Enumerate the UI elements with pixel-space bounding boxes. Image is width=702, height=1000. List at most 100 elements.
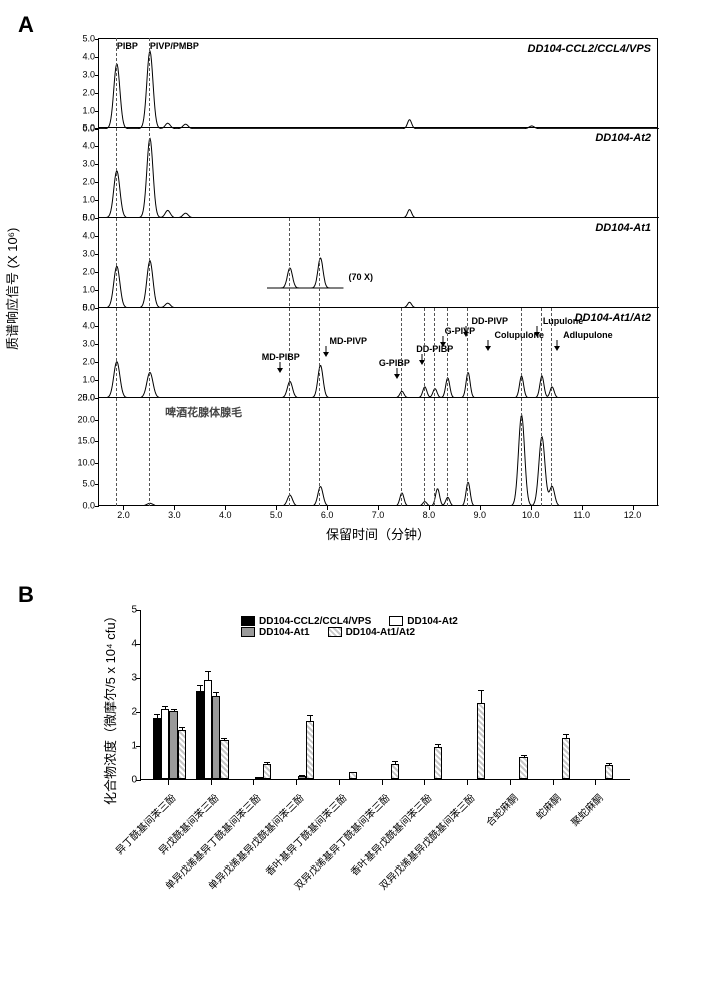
chrom-xtick: 8.0 <box>423 510 436 520</box>
bar <box>349 772 357 779</box>
bar-chart-figure: 化合物浓度（微摩尔/5 x 10⁴ cfu） 012345DD104-CCL2/… <box>40 605 680 975</box>
peak-label: DD-PIVP <box>472 316 509 326</box>
chrom-ytick: 1.0 <box>65 286 95 295</box>
chrom-ytick: 5.0 <box>65 35 95 44</box>
bar-category-label: 蛇麻酮 <box>531 790 563 822</box>
bar-category-label: 聚蛇麻酮 <box>567 790 606 829</box>
bar <box>391 764 399 779</box>
chrom-xtick: 4.0 <box>219 510 232 520</box>
chrom-ytick: 5.0 <box>65 480 95 489</box>
peak-label: Lupulone <box>543 316 584 326</box>
chrom-ytick: 3.0 <box>65 71 95 80</box>
chrom-ytick: 2.0 <box>65 358 95 367</box>
chrom-xtick: 12.0 <box>624 510 642 520</box>
chrom-panel-title: DD104-At2 <box>595 132 651 144</box>
bar <box>204 680 212 779</box>
dashed-guide <box>424 308 425 506</box>
chrom-ytick: 1.0 <box>65 107 95 116</box>
chrom-ytick: 3.0 <box>65 340 95 349</box>
panel-a-letter: A <box>18 12 34 38</box>
dashed-guide <box>541 308 542 506</box>
bar-category-label: 合蛇麻酮 <box>481 790 520 829</box>
dashed-guide <box>319 218 320 506</box>
chromatogram-stack: 0.01.02.03.04.05.0DD104-CCL2/CCL4/VPSPIB… <box>98 38 658 506</box>
panel-b-letter: B <box>18 582 34 608</box>
bar-chart: 012345DD104-CCL2/CCL4/VPSDD104-At2DD104-… <box>140 610 630 830</box>
bar <box>196 691 204 779</box>
chrom-ytick: 5.0 <box>65 214 95 223</box>
dashed-guide <box>467 308 468 506</box>
peak-label: MD-PIVP <box>330 336 368 346</box>
bar <box>263 764 271 779</box>
bar <box>306 721 314 779</box>
dashed-guide <box>116 38 117 506</box>
chrom-xtick: 5.0 <box>270 510 283 520</box>
chrom-xtick: 11.0 <box>573 510 590 520</box>
bar <box>519 757 527 779</box>
dashed-guide <box>401 308 402 506</box>
bar <box>220 740 228 779</box>
bar <box>212 696 220 779</box>
bar-ytick: 0 <box>115 775 137 786</box>
chrom-ytick: 0.0 <box>65 502 95 511</box>
chrom-ytick: 10.0 <box>65 458 95 467</box>
chrom-panel-title: DD104-CCL2/CCL4/VPS <box>528 43 651 55</box>
chrom-panel-4: 0.05.010.015.020.025.0啤酒花腺体腺毛 <box>98 398 658 506</box>
peak-label: PIVP/PMBP <box>150 41 199 51</box>
chrom-ytick: 2.0 <box>65 268 95 277</box>
chrom-xtick: 9.0 <box>474 510 487 520</box>
bar <box>169 711 177 779</box>
chrom-ytick: 3.0 <box>65 160 95 169</box>
dashed-guide <box>149 38 150 506</box>
peak-label: G-PIBP <box>379 358 410 368</box>
chrom-xtick: 10.0 <box>522 510 540 520</box>
dashed-guide <box>551 308 552 506</box>
trichome-label: 啤酒花腺体腺毛 <box>165 404 242 420</box>
chrom-ytick: 4.0 <box>65 232 95 241</box>
dashed-guide <box>434 308 435 506</box>
chrom-xtick: 3.0 <box>168 510 181 520</box>
bar-ytick: 3 <box>115 673 137 684</box>
bar-ytick: 1 <box>115 741 137 752</box>
peak-label: MD-PIBP <box>262 352 300 362</box>
chrom-ytick: 3.0 <box>65 250 95 259</box>
chrom-panel-3: 0.01.02.03.04.05.0DD104-At1/At2MD-PIBPMD… <box>98 308 658 398</box>
chrom-ytick: 5.0 <box>65 304 95 313</box>
chrom-ytick: 15.0 <box>65 437 95 446</box>
chrom-panel-title: DD104-At1/At2 <box>575 312 651 324</box>
bar <box>161 709 169 779</box>
bar <box>477 703 485 780</box>
chrom-ytick: 2.0 <box>65 89 95 98</box>
chrom-xtick: 6.0 <box>321 510 334 520</box>
chrom-xtick: 7.0 <box>372 510 385 520</box>
bar <box>605 765 613 779</box>
chrom-ytick: 20.0 <box>65 415 95 424</box>
chrom-ytick: 4.0 <box>65 53 95 62</box>
legend-item: DD104-At1 <box>241 627 310 638</box>
bar <box>434 747 442 779</box>
bar <box>153 718 161 779</box>
chrom-ytick: 4.0 <box>65 322 95 331</box>
peak-label: PIBP <box>117 41 138 51</box>
dashed-guide <box>289 218 290 506</box>
chrom-panel-1: 0.01.02.03.04.05.0DD104-At2 <box>98 128 658 218</box>
bar-ytick: 4 <box>115 639 137 650</box>
chrom-ytick: 4.0 <box>65 142 95 151</box>
chrom-ytick: 5.0 <box>65 124 95 133</box>
peak-label: (70 X) <box>348 272 373 282</box>
chrom-panel-2: 0.01.02.03.04.05.0DD104-At1(70 X) <box>98 218 658 308</box>
legend-item: DD104-At1/At2 <box>328 627 415 638</box>
bar-plot-area: 012345DD104-CCL2/CCL4/VPSDD104-At2DD104-… <box>140 610 630 780</box>
chrom-ytick: 25.0 <box>65 394 95 403</box>
chrom-panel-0: 0.01.02.03.04.05.0DD104-CCL2/CCL4/VPSPIB… <box>98 38 658 128</box>
chrom-xtick: 2.0 <box>117 510 130 520</box>
chrom-ytick: 1.0 <box>65 196 95 205</box>
legend-item: DD104-At2 <box>389 616 458 627</box>
chrom-x-axis-label: 保留时间（分钟） <box>98 524 658 543</box>
chrom-panel-title: DD104-At1 <box>595 222 651 234</box>
bar-ytick: 2 <box>115 707 137 718</box>
bar-ytick: 5 <box>115 605 137 616</box>
chrom-ytick: 1.0 <box>65 376 95 385</box>
chrom-ytick: 2.0 <box>65 178 95 187</box>
bar-legend: DD104-CCL2/CCL4/VPSDD104-At2DD104-At1DD1… <box>241 616 476 638</box>
